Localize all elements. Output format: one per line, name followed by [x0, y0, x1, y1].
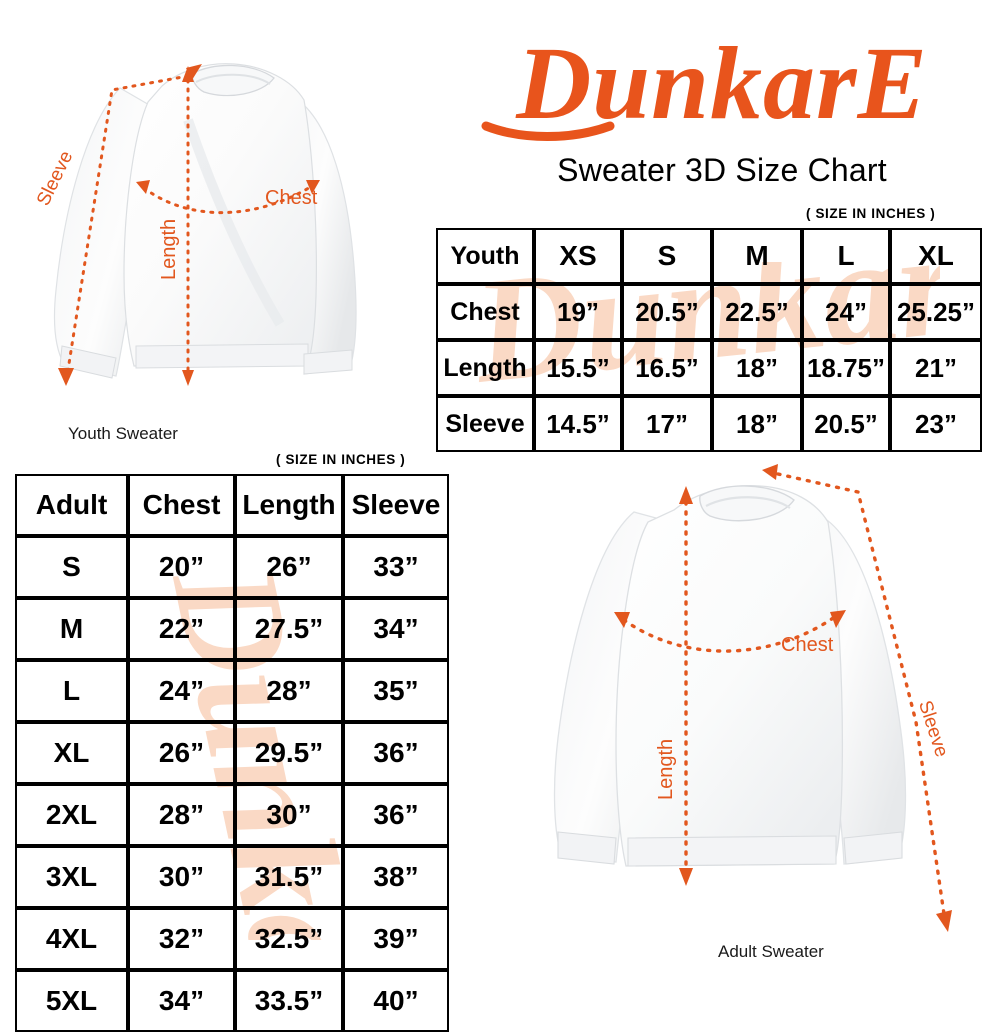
youth-cell-chest-l: 24”	[802, 284, 890, 340]
adult-sleeve-xl: 36”	[343, 722, 449, 784]
adult-size-2xl: 2XL	[15, 784, 128, 846]
youth-size-header: M	[712, 228, 802, 284]
adult-sleeve-5xl: 40”	[343, 970, 449, 1032]
youth-cell-chest-xl: 25.25”	[890, 284, 982, 340]
table-row: Sleeve 14.5” 17” 18” 20.5” 23”	[436, 396, 982, 452]
adult-header-chest: Chest	[128, 474, 235, 536]
page-title: Sweater 3D Size Chart	[557, 152, 887, 188]
youth-units-note: ( SIZE IN INCHES )	[806, 206, 936, 221]
youth-size-header: L	[802, 228, 890, 284]
youth-cell-length-xl: 21”	[890, 340, 982, 396]
table-row: 4XL 32” 32.5” 39”	[15, 908, 449, 970]
adult-size-xl: XL	[15, 722, 128, 784]
youth-cell-length-m: 18”	[712, 340, 802, 396]
youth-size-header: S	[622, 228, 712, 284]
youth-cell-length-l: 18.75”	[802, 340, 890, 396]
youth-chest-dimension-label: Chest	[265, 187, 318, 209]
adult-length-s: 26”	[235, 536, 343, 598]
table-row: Chest 19” 20.5” 22.5” 24” 25.25”	[436, 284, 982, 340]
dunkare-logo: DunkarE	[452, 22, 992, 150]
table-row: 5XL 34” 33.5” 40”	[15, 970, 449, 1032]
adult-chest-m: 22”	[128, 598, 235, 660]
adult-size-3xl: 3XL	[15, 846, 128, 908]
adult-chest-2xl: 28”	[128, 784, 235, 846]
adult-units-note: ( SIZE IN INCHES )	[276, 452, 406, 467]
youth-cell-chest-s: 20.5”	[622, 284, 712, 340]
adult-sweater-figure	[524, 452, 984, 952]
youth-sweater-figure	[12, 28, 412, 418]
adult-size-l: L	[15, 660, 128, 722]
table-row: Adult Chest Length Sleeve	[15, 474, 449, 536]
youth-size-header: XS	[534, 228, 622, 284]
table-row: S 20” 26” 33”	[15, 536, 449, 598]
table-row: 3XL 30” 31.5” 38”	[15, 846, 449, 908]
adult-sleeve-s: 33”	[343, 536, 449, 598]
adult-header-sleeve: Sleeve	[343, 474, 449, 536]
adult-chest-3xl: 30”	[128, 846, 235, 908]
brand-header: DunkarE Sweater 3D Size Chart	[452, 22, 992, 207]
adult-size-s: S	[15, 536, 128, 598]
youth-cell-sleeve-s: 17”	[622, 396, 712, 452]
adult-chest-s: 20”	[128, 536, 235, 598]
youth-size-table: Youth XS S M L XL Chest 19” 20.5” 22.5” …	[436, 228, 982, 452]
youth-size-header: XL	[890, 228, 982, 284]
table-row: XL 26” 29.5” 36”	[15, 722, 449, 784]
adult-sleeve-l: 35”	[343, 660, 449, 722]
youth-cell-sleeve-m: 18”	[712, 396, 802, 452]
youth-sweater-caption: Youth Sweater	[68, 424, 178, 443]
table-row: 2XL 28” 30” 36”	[15, 784, 449, 846]
adult-length-5xl: 33.5”	[235, 970, 343, 1032]
adult-length-l: 28”	[235, 660, 343, 722]
adult-chest-dimension-label: Chest	[781, 634, 834, 656]
adult-length-2xl: 30”	[235, 784, 343, 846]
adult-chest-5xl: 34”	[128, 970, 235, 1032]
adult-header-length: Length	[235, 474, 343, 536]
table-row: Length 15.5” 16.5” 18” 18.75” 21”	[436, 340, 982, 396]
adult-sleeve-4xl: 39”	[343, 908, 449, 970]
adult-length-4xl: 32.5”	[235, 908, 343, 970]
adult-size-4xl: 4XL	[15, 908, 128, 970]
youth-cell-chest-xs: 19”	[534, 284, 622, 340]
youth-cell-sleeve-l: 20.5”	[802, 396, 890, 452]
table-row: Youth XS S M L XL	[436, 228, 982, 284]
adult-size-5xl: 5XL	[15, 970, 128, 1032]
youth-cell-length-s: 16.5”	[622, 340, 712, 396]
adult-size-table: Adult Chest Length Sleeve S 20” 26” 33” …	[15, 474, 449, 1032]
youth-corner-label: Youth	[436, 228, 534, 284]
adult-size-m: M	[15, 598, 128, 660]
youth-row-label-sleeve: Sleeve	[436, 396, 534, 452]
adult-chest-xl: 26”	[128, 722, 235, 784]
adult-length-xl: 29.5”	[235, 722, 343, 784]
table-row: M 22” 27.5” 34”	[15, 598, 449, 660]
adult-sleeve-2xl: 36”	[343, 784, 449, 846]
adult-sweater-caption: Adult Sweater	[718, 942, 824, 961]
youth-row-label-length: Length	[436, 340, 534, 396]
adult-length-3xl: 31.5”	[235, 846, 343, 908]
youth-cell-length-xs: 15.5”	[534, 340, 622, 396]
adult-header-size: Adult	[15, 474, 128, 536]
adult-length-dimension-label: Length	[655, 738, 677, 800]
youth-cell-chest-m: 22.5”	[712, 284, 802, 340]
youth-cell-sleeve-xl: 23”	[890, 396, 982, 452]
adult-sleeve-3xl: 38”	[343, 846, 449, 908]
adult-chest-4xl: 32”	[128, 908, 235, 970]
youth-length-dimension-label: Length	[158, 218, 180, 280]
adult-chest-l: 24”	[128, 660, 235, 722]
youth-cell-sleeve-xs: 14.5”	[534, 396, 622, 452]
table-row: L 24” 28” 35”	[15, 660, 449, 722]
svg-text:DunkarE: DunkarE	[515, 26, 928, 141]
adult-length-m: 27.5”	[235, 598, 343, 660]
youth-row-label-chest: Chest	[436, 284, 534, 340]
adult-sleeve-m: 34”	[343, 598, 449, 660]
